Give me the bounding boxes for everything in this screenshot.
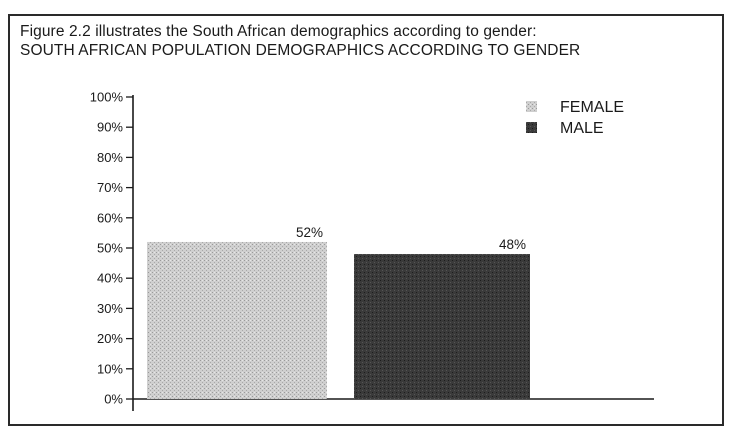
y-tick-label: 10%: [97, 361, 123, 376]
legend: FEMALE MALE: [526, 99, 624, 137]
data-label-female: 52%: [296, 225, 323, 240]
y-tick-label: 40%: [97, 271, 123, 286]
bar-male: [354, 254, 530, 399]
y-tick-label: 100%: [90, 90, 124, 105]
legend-swatch-male: [526, 122, 537, 133]
figure-caption: Figure 2.2 illustrates the South African…: [20, 22, 580, 60]
y-tick-label: 0%: [104, 392, 123, 407]
y-tick-label: 20%: [97, 331, 123, 346]
caption-line-1: Figure 2.2 illustrates the South African…: [20, 23, 537, 40]
y-tick-label: 80%: [97, 150, 123, 165]
caption-line-2: SOUTH AFRICAN POPULATION DEMOGRAPHICS AC…: [20, 42, 581, 59]
data-label-male: 48%: [499, 237, 526, 252]
y-tick-label: 70%: [97, 180, 123, 195]
y-tick-label: 50%: [97, 241, 123, 256]
bar-female: [147, 241, 327, 399]
legend-label-female: FEMALE: [560, 99, 624, 116]
y-axis: 0% 10% 20% 30% 40% 50% 60% 70% 80% 90% 100%: [90, 90, 654, 411]
y-tick-label: 30%: [97, 301, 123, 316]
bars: 52% 48%: [147, 225, 530, 399]
y-tick-label: 60%: [97, 210, 123, 225]
legend-swatch-female: [526, 101, 537, 112]
legend-label-male: MALE: [560, 120, 604, 137]
y-tick-label: 90%: [97, 120, 123, 135]
